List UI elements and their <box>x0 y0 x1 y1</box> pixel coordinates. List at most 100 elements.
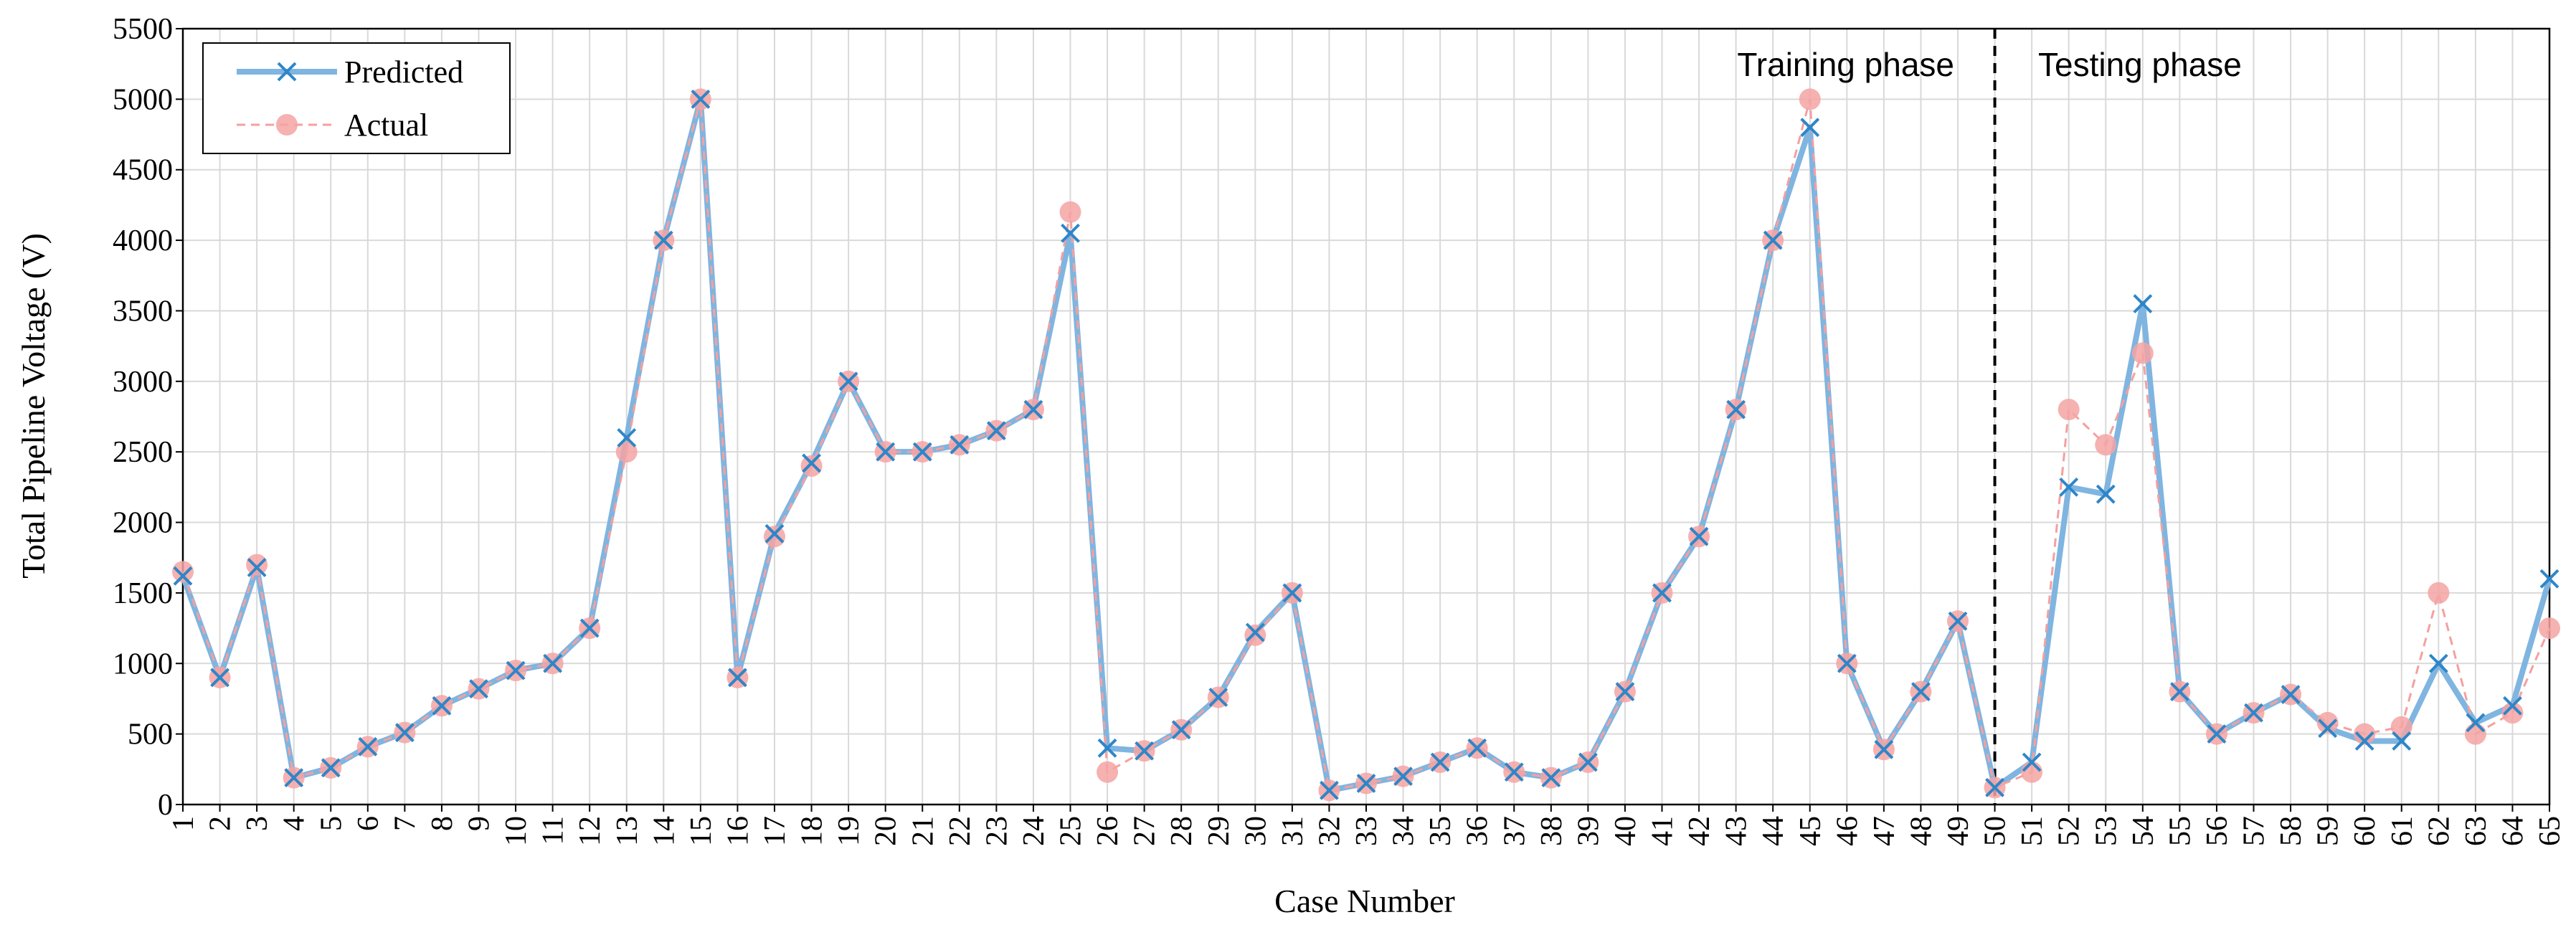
x-tick-label: 26 <box>1092 816 1124 846</box>
predicted-point <box>1541 768 1561 788</box>
predicted-point <box>1504 762 1524 782</box>
x-tick-label: 9 <box>463 816 496 831</box>
x-tick-label: 59 <box>2312 816 2345 846</box>
actual-point <box>2316 711 2339 734</box>
predicted-point <box>2318 718 2338 739</box>
predicted-point <box>1097 738 1117 758</box>
x-tick-label: 63 <box>2460 816 2493 846</box>
predicted-point-stroke <box>2281 685 2301 704</box>
predicted-point <box>358 736 378 756</box>
x-tick-label: 33 <box>1350 816 1383 846</box>
predicted-point-stroke <box>912 442 932 462</box>
x-tick-label: 19 <box>833 816 866 846</box>
x-tick-label: 21 <box>906 816 939 846</box>
predicted-point-stroke <box>1135 741 1155 761</box>
x-tick-label: 43 <box>1720 816 1753 846</box>
x-tick-label: 30 <box>1239 816 1272 846</box>
legend-predicted-label: Predicted <box>344 54 463 90</box>
predicted-point <box>1393 767 1413 787</box>
predicted-point-stroke <box>728 668 747 688</box>
x-tick-label: 56 <box>2201 816 2234 846</box>
predicted-point-stroke <box>1023 399 1043 419</box>
plot-frame <box>181 27 2551 806</box>
predicted-point <box>1800 118 1820 138</box>
predicted-point-stroke <box>1171 720 1191 740</box>
predicted-point-stroke <box>432 696 452 716</box>
x-tick-label: 34 <box>1388 816 1421 846</box>
x-tick-label: 15 <box>685 816 718 846</box>
predicted-point-stroke <box>950 435 970 455</box>
actual-point <box>2021 761 2043 783</box>
x-tick-label: 27 <box>1129 816 1162 846</box>
legend: Predicted Actual <box>202 42 511 154</box>
x-tick-label: 4 <box>278 816 311 831</box>
x-tick-label: 60 <box>2349 816 2382 846</box>
predicted-point <box>802 453 821 473</box>
predicted-point <box>617 428 637 447</box>
predicted-point <box>1467 738 1487 758</box>
x-tick-label: 55 <box>2164 816 2197 846</box>
predicted-point <box>1911 682 1931 702</box>
predicted-point <box>2539 569 2560 589</box>
predicted-point <box>876 442 896 462</box>
predicted-point-stroke <box>1282 583 1302 603</box>
x-tick-label: 1 <box>167 816 200 831</box>
x-tick-label: 22 <box>944 816 977 846</box>
x-tick-label: 29 <box>1203 816 1236 846</box>
predicted-point-stroke <box>2207 724 2227 744</box>
predicted-point-stroke <box>321 758 341 778</box>
x-tick-label: 45 <box>1794 816 1827 846</box>
actual-point <box>1244 624 1266 646</box>
predicted-point <box>247 558 267 577</box>
x-tick-label: 42 <box>1683 816 1716 846</box>
predicted-point <box>986 421 1006 441</box>
predicted-point <box>2466 713 2486 733</box>
training-phase-label: Training phase <box>1737 46 1954 83</box>
actual-point <box>1059 201 1081 223</box>
predicted-point <box>1320 780 1339 800</box>
predicted-point-stroke <box>2133 294 2153 314</box>
actual-point <box>2501 702 2524 724</box>
predicted-point-stroke <box>2169 682 2189 702</box>
predicted-point <box>2244 703 2263 723</box>
predicted-point-stroke <box>1356 774 1376 793</box>
legend-predicted-marker <box>277 62 297 82</box>
predicted-point-stroke <box>1652 583 1672 603</box>
predicted-point-stroke <box>838 371 858 392</box>
x-tick-label: 37 <box>1498 816 1531 846</box>
x-tick-label: 25 <box>1055 816 1088 846</box>
x-tick-label: 32 <box>1313 816 1346 846</box>
predicted-point <box>1652 583 1672 603</box>
predicted-point-stroke <box>2059 477 2079 497</box>
predicted-point <box>912 442 932 462</box>
x-tick-label: 17 <box>759 816 792 846</box>
y-axis-title: Total Pipeline Voltage (V) <box>15 233 52 579</box>
predicted-point-stroke <box>802 453 821 473</box>
predicted-point-stroke <box>1726 399 1746 419</box>
predicted-point-stroke <box>1763 230 1783 250</box>
legend-actual-marker <box>276 114 298 136</box>
predicted-point-stroke <box>2096 484 2116 504</box>
y-tick-label: 0 <box>158 789 173 822</box>
predicted-point-stroke <box>358 736 378 756</box>
predicted-point-stroke <box>506 660 526 680</box>
predicted-point-stroke <box>764 523 785 544</box>
predicted-point-stroke <box>469 679 488 699</box>
predicted-point-stroke <box>2392 731 2412 751</box>
predicted-point-stroke <box>653 230 673 250</box>
actual-point <box>2539 617 2560 640</box>
predicted-point <box>469 679 488 699</box>
actual-point <box>764 526 785 548</box>
predicted-point <box>2169 682 2189 702</box>
predicted-point-stroke <box>1541 768 1561 788</box>
predicted-point <box>1837 653 1857 673</box>
predicted-point <box>1578 752 1598 772</box>
x-tick-label: 10 <box>500 816 533 846</box>
predicted-point <box>728 668 747 688</box>
x-tick-label: 65 <box>2534 816 2567 846</box>
predicted-point <box>1245 622 1265 642</box>
predicted-point <box>2133 294 2153 314</box>
actual-point <box>2464 723 2486 745</box>
x-tick-label: 58 <box>2275 816 2308 846</box>
